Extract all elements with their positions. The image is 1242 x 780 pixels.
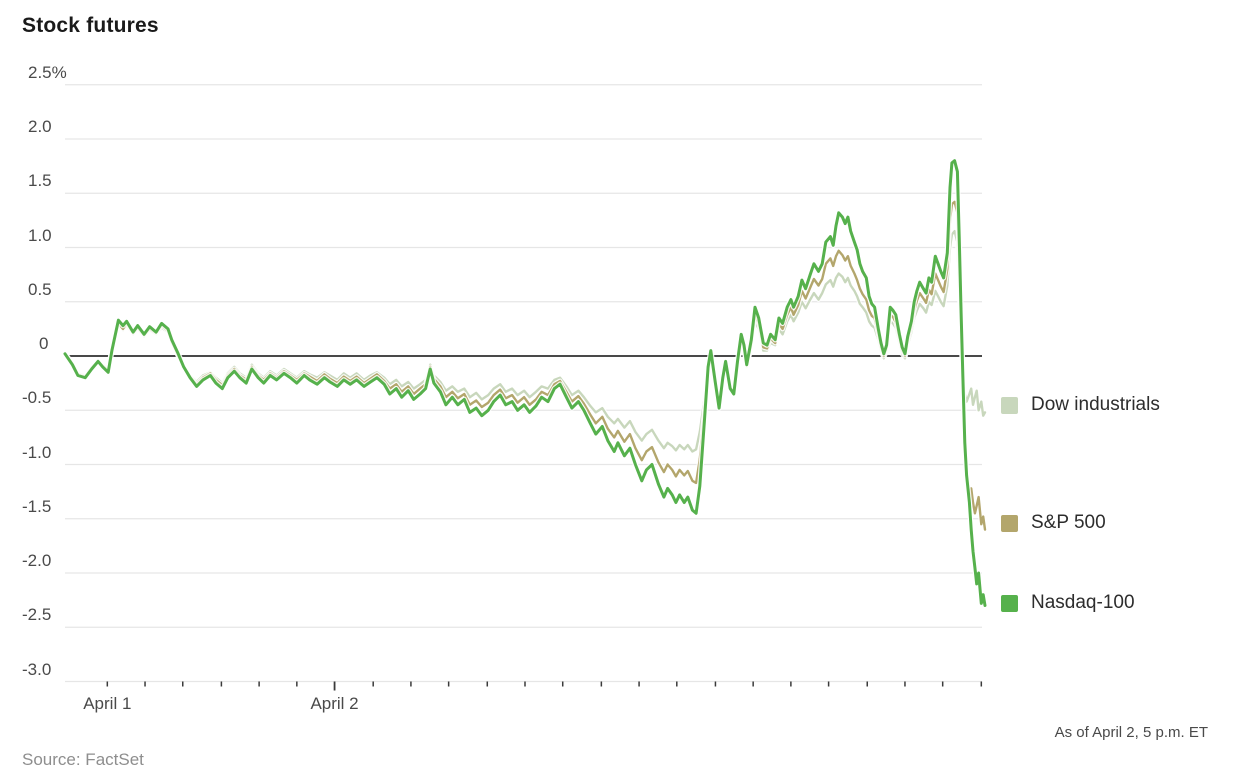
legend-swatch-nasdaq-100 — [1001, 594, 1018, 612]
source-note: Source: FactSet — [22, 750, 144, 769]
series-line-nasdaq-100 — [63, 159, 987, 607]
as-of-note: As of April 2, 5 p.m. ET — [1054, 724, 1208, 741]
legend-label-s-p-500: S&P 500 — [1031, 512, 1106, 533]
series-line-s-p-500 — [63, 200, 987, 531]
legend-item-nasdaq-100: Nasdaq-100 — [1001, 592, 1135, 614]
legend-label-nasdaq-100: Nasdaq-100 — [1031, 592, 1135, 613]
x-axis-label: April 1 — [83, 694, 132, 713]
y-axis-label: -3.0 — [22, 659, 52, 679]
series-casing-dow-industrials — [62, 228, 988, 454]
legend-swatch-dow-industrials — [1001, 396, 1018, 414]
legend-label-dow-industrials: Dow industrials — [1031, 394, 1160, 415]
legend-item-s-p-500: S&P 500 — [1001, 512, 1106, 534]
y-axis-label: -2.5 — [22, 605, 52, 625]
series-casing-s-p-500 — [62, 199, 988, 532]
y-axis-label: -2.0 — [22, 551, 52, 570]
series-line-dow-industrials — [63, 230, 987, 453]
y-axis-label: 2.5% — [28, 62, 67, 82]
series-casing-nasdaq-100 — [62, 158, 988, 609]
y-axis-label: 2.0 — [28, 117, 52, 136]
x-axis-label: April 2 — [310, 694, 359, 713]
y-axis-label: -0.5 — [22, 388, 52, 408]
y-axis-label: 1.0 — [28, 225, 52, 245]
y-axis-label: -1.5 — [22, 496, 52, 516]
y-axis-label: 0.5 — [28, 279, 52, 299]
y-axis-label: -1.0 — [22, 442, 52, 462]
legend-swatch-s-p-500 — [1001, 514, 1018, 532]
chart-title: Stock futures — [22, 14, 159, 37]
y-axis-label: 1.5 — [28, 171, 52, 191]
y-axis-label: 0 — [39, 334, 49, 353]
legend-item-dow-industrials: Dow industrials — [1001, 394, 1160, 416]
